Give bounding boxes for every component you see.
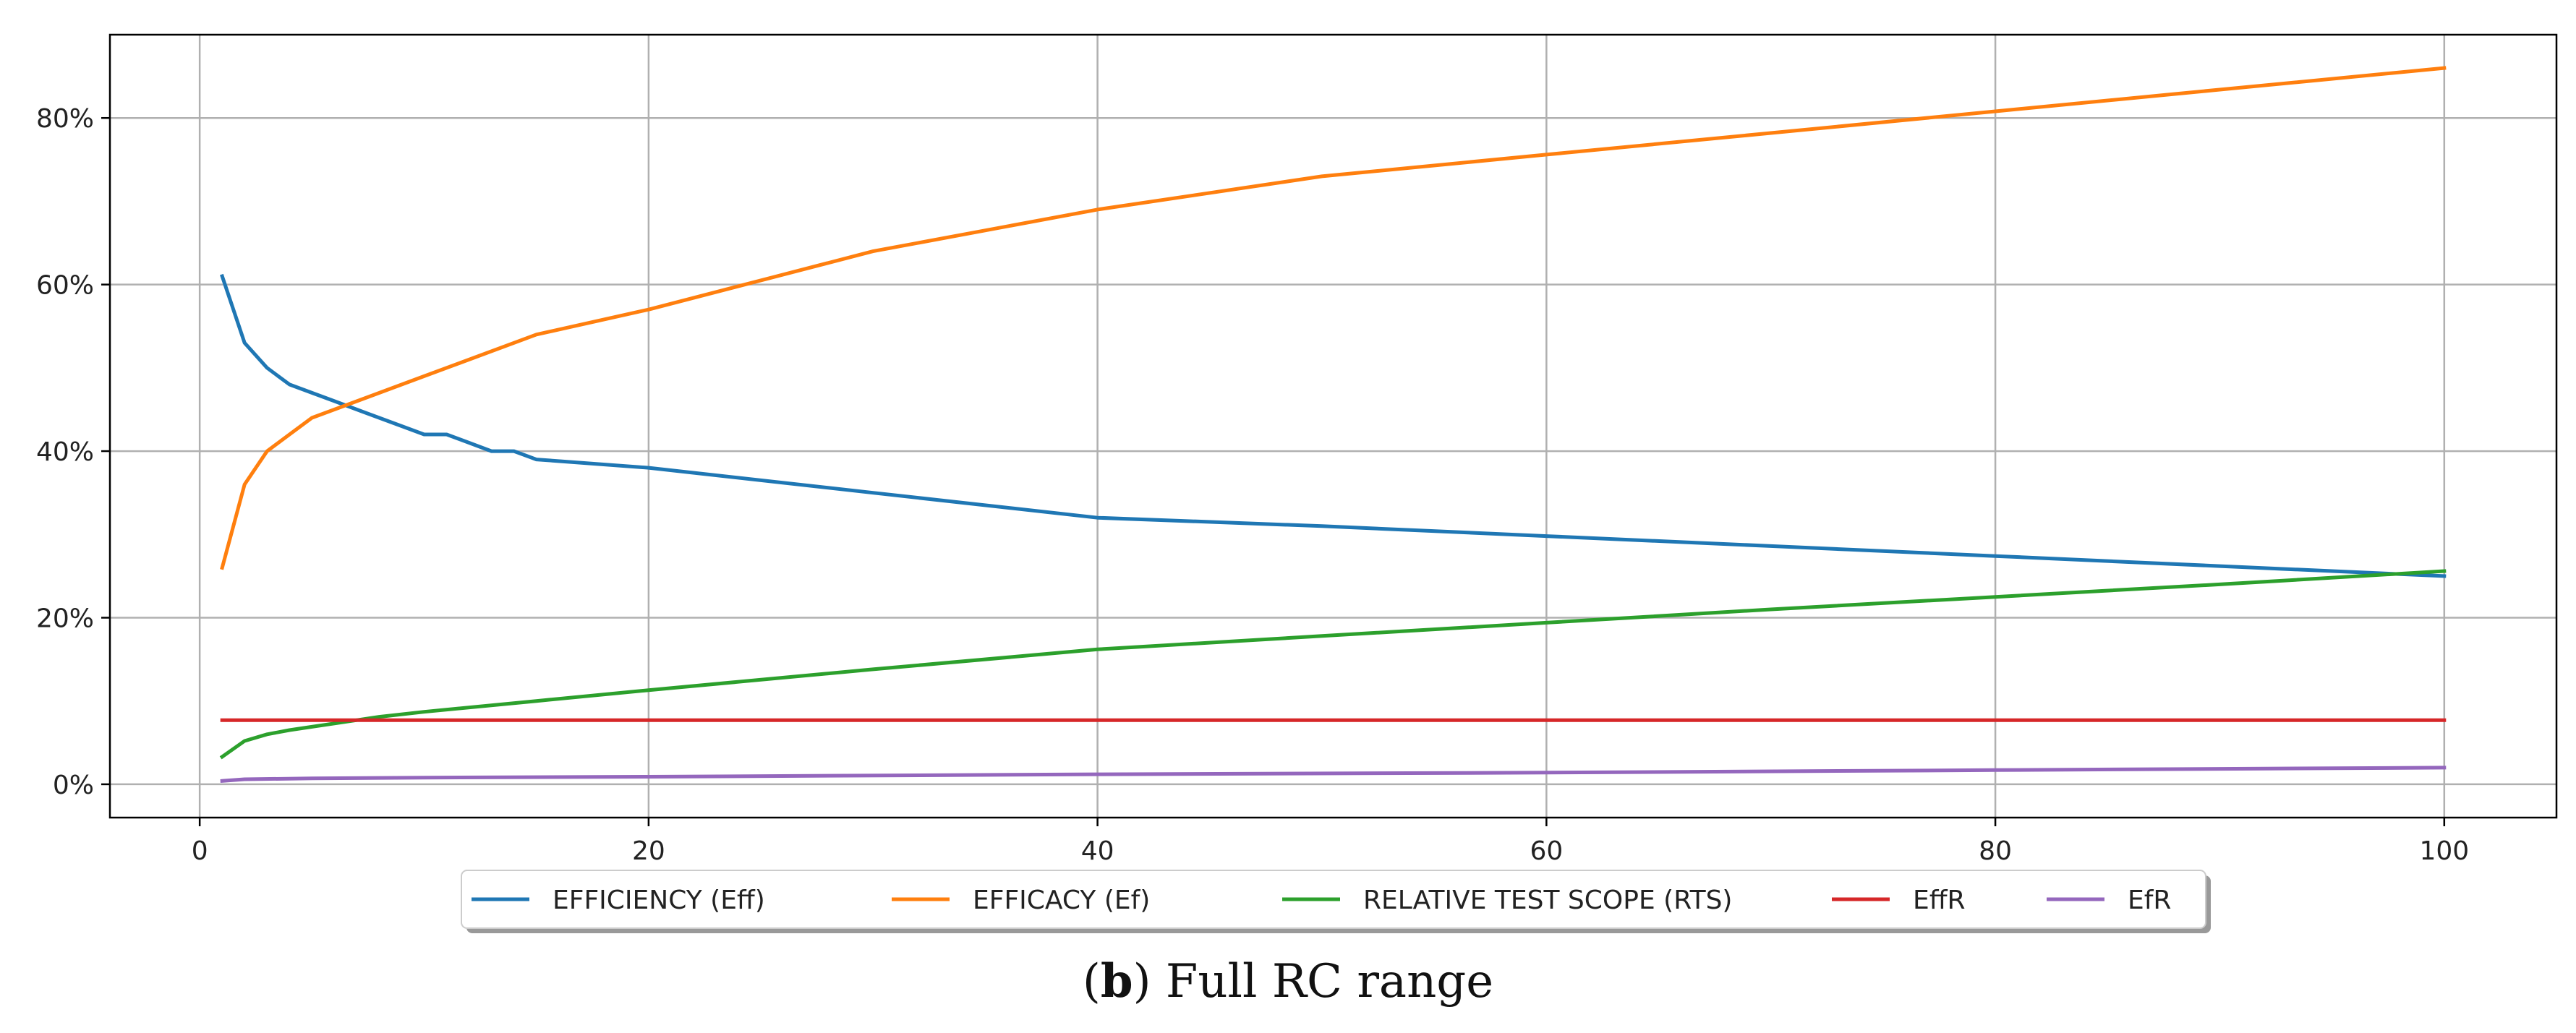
legend: EFFICIENCY (Eff) EFFICACY (Ef) RELATIVE TE… — [461, 870, 2211, 933]
x-axis-ticks: 0 20 40 60 80 100 — [192, 818, 2469, 866]
legend-label: EffR — [1913, 886, 1966, 915]
caption-text: Full RC range — [1165, 955, 1494, 1008]
caption-panel-letter: b — [1100, 954, 1133, 1008]
x-tick-label: 80 — [1979, 836, 2012, 866]
y-tick-label: 60% — [36, 271, 94, 301]
x-tick-label: 0 — [192, 836, 208, 866]
series-line-efr — [220, 766, 2447, 783]
x-tick-label: 20 — [632, 836, 665, 866]
grid-lines — [110, 35, 2556, 818]
y-tick-label: 0% — [53, 771, 94, 800]
y-tick-label: 40% — [36, 437, 94, 467]
line-chart: 0 20 40 60 80 100 0% 20% 40% 60% 80% EFFICIENCY (… — [36, 33, 2558, 933]
legend-label: EfR — [2128, 886, 2171, 915]
y-tick-label: 20% — [36, 604, 94, 633]
series-line-efficiency-eff — [220, 273, 2447, 578]
legend-label: EFFICIENCY (Eff) — [553, 886, 765, 915]
series-line-efficacy-ef — [220, 66, 2447, 570]
legend-label: EFFICACY (Ef) — [973, 886, 1150, 915]
x-tick-label: 40 — [1081, 836, 1114, 866]
figure-caption: (b) Full RC range — [1082, 954, 1494, 1008]
series-line-relative-test-scope-rts — [219, 569, 2447, 760]
y-axis-ticks: 0% 20% 40% 60% 80% — [36, 104, 110, 800]
y-tick-label: 80% — [36, 104, 94, 134]
series-lines — [219, 66, 2447, 783]
legend-label: RELATIVE TEST SCOPE (RTS) — [1363, 886, 1732, 915]
plot-frame — [108, 33, 2558, 819]
x-tick-label: 60 — [1530, 836, 1563, 866]
x-tick-label: 100 — [2419, 836, 2469, 866]
